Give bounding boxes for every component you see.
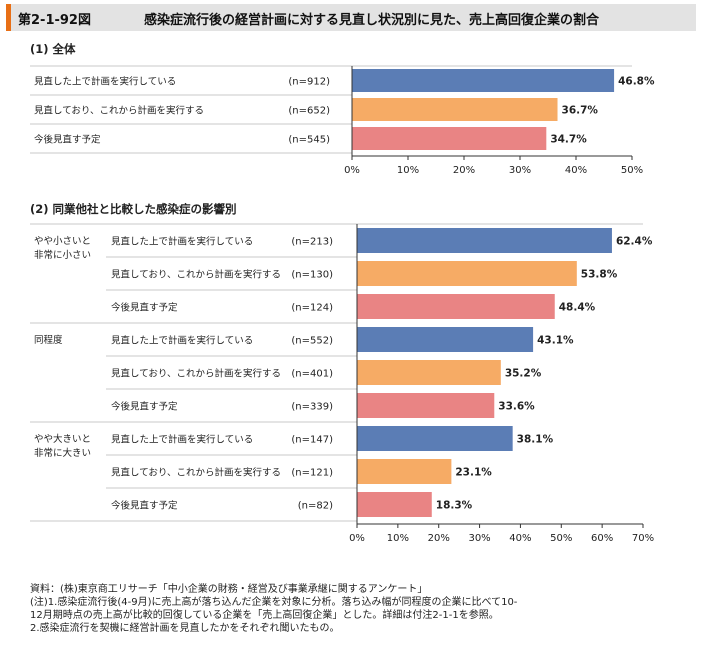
chart2-tick-label: 20%: [428, 533, 450, 544]
chart2-value-label: 23.1%: [455, 467, 492, 479]
chart2-value-label: 35.2%: [505, 368, 542, 380]
chart2-bar: [357, 393, 495, 418]
chart1-bar: [352, 127, 547, 150]
chart2-row-label: 見直した上で計画を実行している: [111, 434, 253, 446]
chart2-value-label: 18.3%: [436, 500, 473, 512]
chart1-tick-label: 0%: [344, 165, 360, 176]
chart2-row-label: 見直しており、これから計画を実行する: [111, 368, 281, 380]
chart1-bar: [352, 69, 615, 92]
chart2-tick-label: 10%: [387, 533, 409, 544]
figure-number: 第2-1-92図: [18, 13, 91, 28]
chart1-row-label: 見直した上で計画を実行している: [34, 76, 176, 88]
chart1-title: (1) 全体: [30, 42, 76, 56]
chart2-row-n: (n=121): [291, 468, 333, 479]
chart2-bar: [357, 360, 501, 385]
chart2-row-label: 今後見直す予定: [111, 401, 178, 413]
chart1-value-label: 34.7%: [550, 134, 587, 146]
chart2-group-label: やや大きいと: [34, 433, 91, 445]
header-accent-bar: [6, 4, 11, 31]
chart2-row-n: (n=130): [291, 270, 333, 281]
chart2-value-label: 53.8%: [581, 269, 618, 281]
chart1-value-label: 36.7%: [562, 105, 599, 117]
chart2-tick-label: 50%: [550, 533, 572, 544]
chart1-tick-label: 10%: [397, 165, 419, 176]
chart2-row-n: (n=147): [291, 435, 333, 446]
chart2-row-n: (n=552): [291, 336, 333, 347]
chart2-row-n: (n=82): [298, 501, 333, 512]
chart2-value-label: 33.6%: [498, 401, 535, 413]
chart1-row-n: (n=652): [288, 106, 330, 117]
chart2-row-n: (n=124): [291, 303, 333, 314]
figure-title: 感染症流行後の経営計画に対する見直し状況別に見た、売上高回復企業の割合: [144, 13, 600, 28]
chart2-group-label: 非常に大きい: [34, 447, 91, 459]
chart2-bar: [357, 327, 534, 352]
chart2-row-n: (n=401): [291, 369, 333, 380]
chart2-bar: [357, 492, 432, 517]
chart2-bar: [357, 261, 577, 286]
chart2-group-label: やや小さいと: [34, 236, 91, 247]
figure-header: 第2-1-92図 感染症流行後の経営計画に対する見直し状況別に見た、売上高回復企…: [6, 4, 696, 31]
chart2-row-label: 見直しており、これから計画を実行する: [111, 269, 281, 281]
chart1-tick-label: 20%: [453, 165, 475, 176]
chart2-row-label: 見直した上で計画を実行している: [111, 335, 253, 347]
chart2-value-label: 48.4%: [559, 302, 596, 314]
chart1-tick-label: 40%: [565, 165, 587, 176]
chart2-row-n: (n=213): [291, 237, 333, 248]
chart2-group-label: 非常に小さい: [34, 249, 91, 261]
chart1-value-label: 46.8%: [618, 76, 655, 88]
chart2-row-label: 今後見直す予定: [111, 302, 178, 314]
chart2-bar: [357, 228, 612, 253]
chart2-row-label: 見直しており、これから計画を実行する: [111, 467, 281, 479]
chart1-tick-label: 50%: [621, 165, 643, 176]
chart2-row-label: 今後見直す予定: [111, 500, 178, 512]
chart2-bar: [357, 294, 555, 319]
chart1-row-n: (n=912): [288, 77, 330, 88]
chart2-bar: [357, 459, 452, 484]
chart2-tick-label: 40%: [509, 533, 531, 544]
chart1-bar: [352, 98, 558, 121]
chart2-bar: [357, 426, 513, 451]
chart2-value-label: 62.4%: [616, 236, 653, 248]
chart1-row-label: 今後見直す予定: [34, 134, 101, 146]
chart2-value-label: 43.1%: [537, 335, 574, 347]
chart2-row-n: (n=339): [291, 402, 333, 413]
chart2-value-label: 38.1%: [517, 434, 554, 446]
chart2-group-label: 同程度: [34, 334, 63, 346]
chart2-tick-label: 70%: [632, 533, 654, 544]
chart1-tick-label: 30%: [509, 165, 531, 176]
chart2-tick-label: 30%: [468, 533, 490, 544]
chart2-row-label: 見直した上で計画を実行している: [111, 236, 253, 248]
chart1-row-n: (n=545): [288, 135, 330, 146]
chart1-row-label: 見直しており、これから計画を実行する: [34, 105, 204, 117]
source-notes: 資料：(株)東京商工リサーチ「中小企業の財務・経営及び事業承継に関するアンケート…: [30, 584, 518, 634]
chart2-title: (2) 同業他社と比較した感染症の影響別: [30, 202, 237, 216]
chart2-tick-label: 0%: [349, 533, 365, 544]
chart2-tick-label: 60%: [591, 533, 613, 544]
